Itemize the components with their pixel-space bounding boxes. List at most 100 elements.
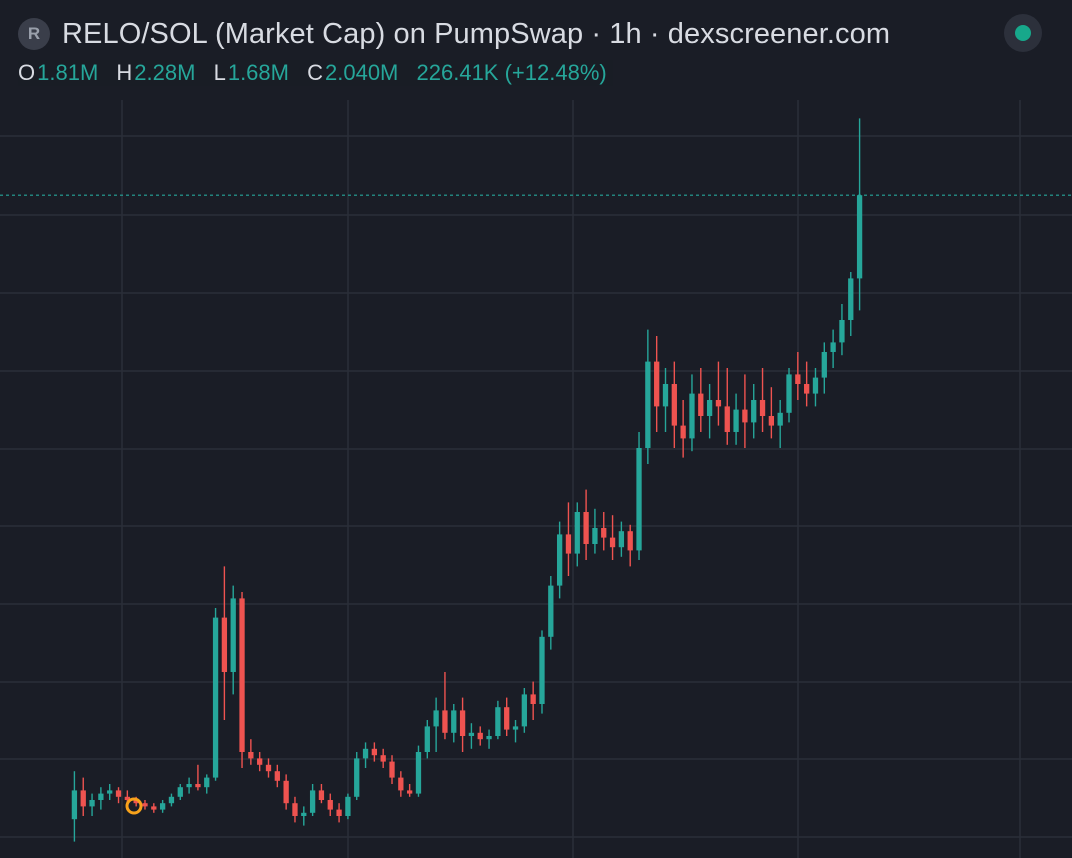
- candle: [318, 784, 325, 804]
- candle-body: [204, 777, 210, 788]
- candle: [477, 726, 483, 746]
- candle: [601, 512, 607, 551]
- candle: [468, 723, 475, 749]
- candle-body: [706, 400, 713, 416]
- candle: [839, 304, 845, 356]
- candle-body: [283, 780, 289, 804]
- candle: [486, 729, 492, 749]
- candle: [398, 771, 404, 797]
- candle-body: [221, 617, 228, 672]
- candle-body: [89, 800, 95, 807]
- candle-body: [592, 528, 598, 544]
- candle-body: [389, 761, 395, 778]
- candle-body: [424, 726, 430, 752]
- candle: [292, 796, 298, 823]
- candle-body: [477, 732, 483, 740]
- candle-body: [407, 790, 413, 794]
- live-status-icon: [1015, 25, 1031, 41]
- candle-body: [98, 793, 104, 800]
- candle: [107, 784, 113, 800]
- candle: [662, 368, 669, 432]
- chart-title: RELO/SOL (Market Cap) on PumpSwap · 1h ·…: [62, 17, 891, 50]
- candle-body: [239, 598, 245, 752]
- candle: [768, 387, 775, 439]
- candle-body: [274, 771, 280, 781]
- candle-body: [574, 512, 580, 554]
- candle-body: [804, 384, 810, 394]
- candle-body: [601, 528, 607, 538]
- candle-body: [583, 512, 589, 544]
- candle-body: [177, 787, 183, 797]
- candle-body: [336, 809, 342, 816]
- candle-body: [530, 694, 536, 704]
- candle: [257, 752, 263, 772]
- candle-body: [107, 790, 113, 794]
- candle-body: [345, 796, 351, 816]
- candle: [159, 800, 166, 813]
- candle-body: [680, 425, 686, 439]
- status-indicator[interactable]: [1004, 14, 1042, 52]
- candle: [698, 368, 704, 432]
- candle-body: [821, 352, 827, 378]
- candle-body: [309, 790, 316, 813]
- candle: [221, 566, 228, 720]
- candle-body: [795, 374, 801, 384]
- candle: [327, 793, 333, 816]
- candle: [530, 681, 536, 720]
- candle-body: [186, 784, 192, 788]
- candle-body: [415, 752, 422, 794]
- candle: [821, 342, 827, 394]
- candle: [336, 803, 342, 823]
- candle: [751, 384, 757, 439]
- candle-body: [786, 374, 792, 413]
- candle-body: [398, 777, 404, 791]
- candle: [248, 739, 254, 765]
- candle-body: [733, 409, 739, 432]
- candle-body: [442, 710, 448, 733]
- candle-body: [556, 534, 563, 586]
- candle-body: [751, 400, 757, 423]
- candle: [504, 697, 510, 736]
- candle-body: [142, 803, 148, 807]
- candle: [362, 742, 369, 768]
- candle-body: [548, 585, 554, 637]
- event-marker[interactable]: [125, 797, 143, 815]
- candle-body: [371, 748, 378, 756]
- high-value: 2.28M: [134, 60, 196, 85]
- candle: [654, 336, 660, 432]
- candle: [71, 771, 78, 842]
- candle-body: [839, 320, 845, 343]
- price-change: 226.41K (+12.48%): [416, 60, 607, 85]
- candle: [777, 400, 783, 448]
- candle: [689, 374, 695, 452]
- candle: [548, 576, 554, 650]
- candle: [265, 758, 272, 778]
- candle-body: [618, 531, 625, 548]
- candle: [212, 608, 219, 781]
- candle: [636, 432, 642, 560]
- candle-body: [777, 412, 783, 426]
- high-label: H: [116, 60, 133, 85]
- candle: [407, 784, 413, 797]
- candle-body: [654, 361, 660, 407]
- candle: [804, 361, 810, 407]
- candle: [627, 524, 633, 567]
- candle-body: [195, 784, 201, 788]
- candle: [671, 361, 677, 448]
- candle-body: [468, 732, 475, 736]
- candle-body: [327, 800, 333, 810]
- candle-body: [151, 806, 157, 810]
- candle: [151, 803, 157, 813]
- chart-header: R RELO/SOL (Market Cap) on PumpSwap · 1h…: [18, 12, 1054, 56]
- candle: [186, 777, 192, 794]
- candle: [830, 329, 836, 368]
- candle-body: [759, 400, 766, 416]
- candle-body: [124, 796, 130, 800]
- candle: [759, 368, 766, 432]
- candle: [495, 700, 501, 740]
- low-value: 1.68M: [227, 60, 289, 85]
- candle: [309, 784, 316, 816]
- candle: [539, 630, 545, 714]
- candle-body: [248, 752, 254, 759]
